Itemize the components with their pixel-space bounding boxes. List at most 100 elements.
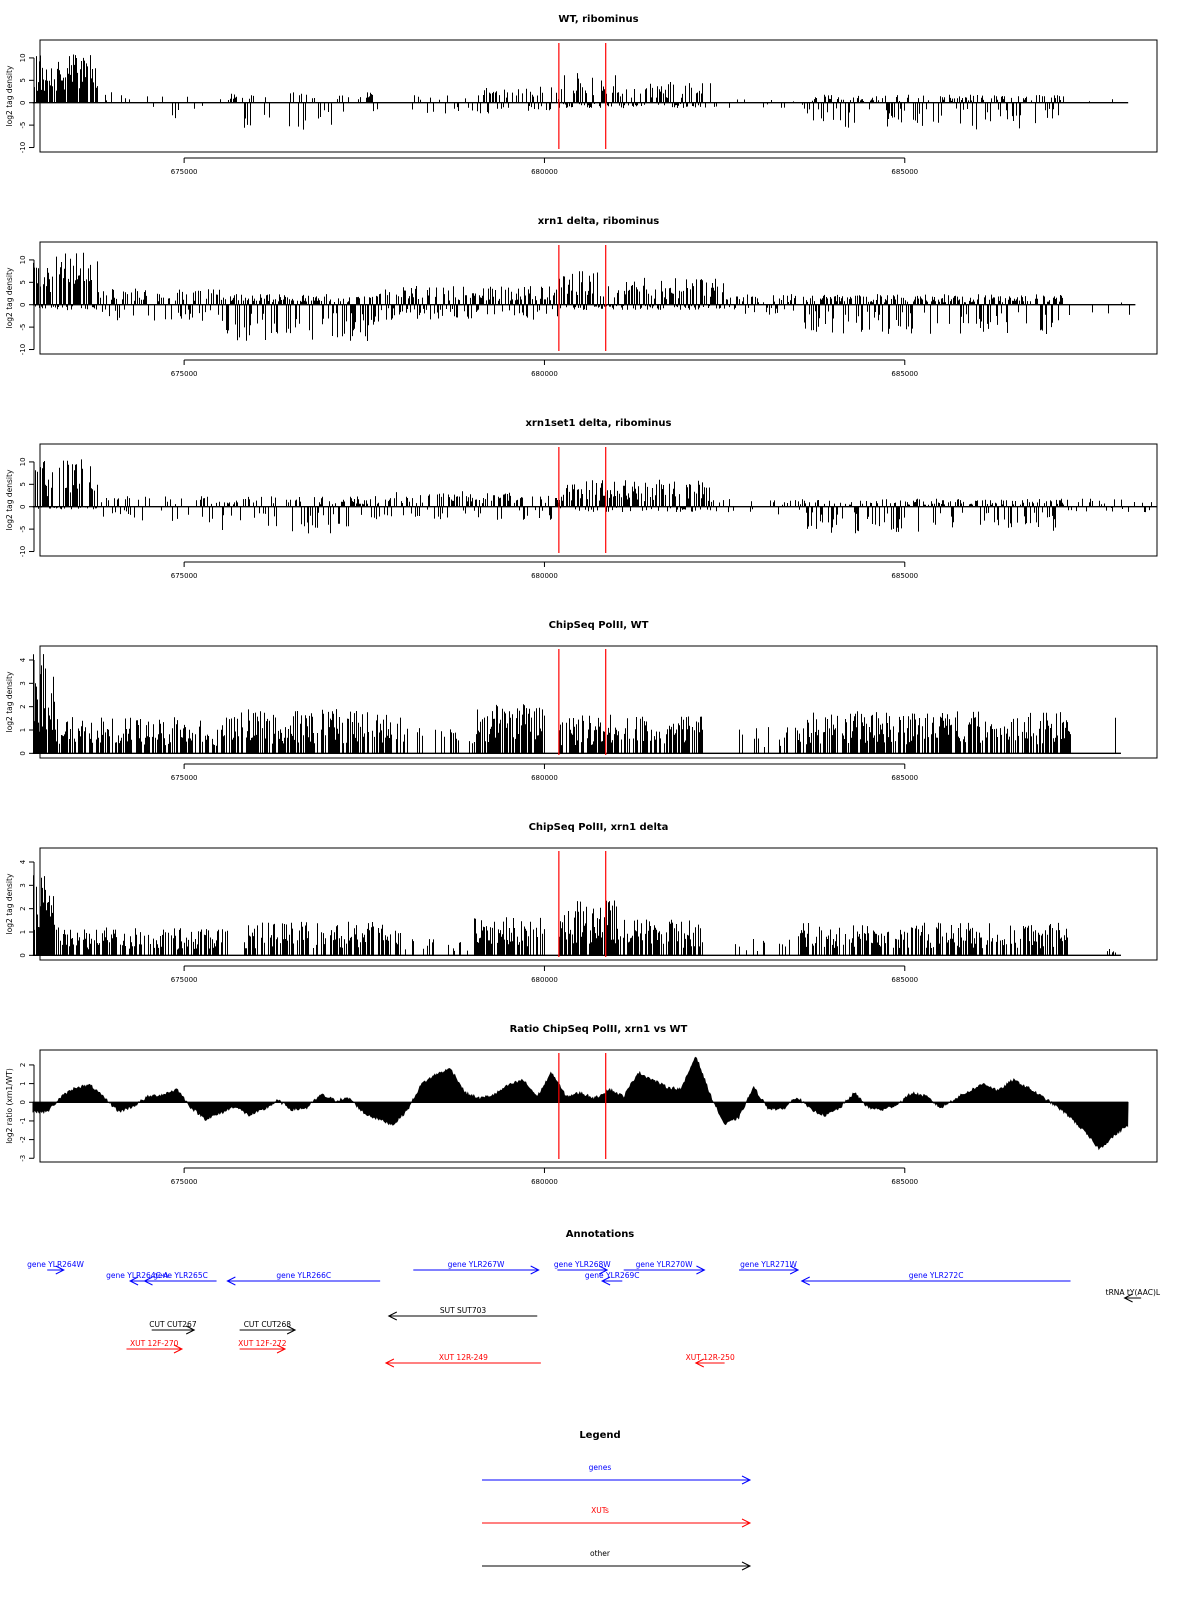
- feature-arrow-head: [226, 1276, 236, 1286]
- feature-arrow-head: [276, 1344, 287, 1354]
- y-tick-label: -2: [19, 1136, 27, 1143]
- track-title: ChipSeq PolII, WT: [549, 620, 649, 631]
- feature-arrow-head: [694, 1358, 705, 1368]
- y-tick-label: -5: [19, 526, 27, 533]
- track-panel-1: WT, ribominus -10 -5 0 5 10 log2 tag density 67…: [5, 14, 1158, 176]
- ratio-area: [32, 1056, 1129, 1151]
- legend-item-other: other: [482, 1549, 752, 1571]
- legend-item-label: XUTs: [591, 1506, 609, 1515]
- x-tick-label: 680000: [531, 370, 558, 378]
- y-tick-label: 2: [19, 704, 27, 708]
- track-panel-6: Ratio ChipSeq PolII, xrn1 vs WT -3 -2 -1 0 1 2…: [5, 1024, 1158, 1186]
- x-tick-label: 685000: [891, 976, 918, 984]
- feature-gene-ylr269c: gene YLR269C: [585, 1271, 640, 1286]
- track-panel-3: xrn1set1 delta, ribominus -10 -5 0 5 10 log2 t…: [5, 418, 1158, 580]
- feature-label: gene YLR264C-A: [106, 1271, 169, 1280]
- feature-gene-ylr267w: gene YLR267W: [413, 1260, 540, 1275]
- x-tick-label: 675000: [171, 370, 198, 378]
- y-tick-label: -3: [19, 1155, 27, 1162]
- feature-xut-12f-272: XUT 12F-272: [238, 1339, 287, 1354]
- y-tick-label: 2: [19, 1063, 27, 1067]
- feature-cut-cut268: CUT CUT268: [239, 1320, 297, 1335]
- feature-arrow-head: [384, 1358, 395, 1368]
- feature-cut-cut267: CUT CUT267: [149, 1320, 197, 1335]
- feature-sut-sut703: SUT SUT703: [387, 1306, 538, 1321]
- feature-arrow-head: [696, 1265, 706, 1275]
- y-axis-title: log2 tag density: [5, 671, 14, 732]
- track-panel-4: ChipSeq PolII, WT 0 1 2 3 4 log2 tag density 67…: [5, 620, 1158, 782]
- signal-bars: [33, 654, 1116, 754]
- feature-arrow-head: [143, 1276, 153, 1286]
- annotations-title: Annotations: [566, 1229, 635, 1240]
- feature-gene-ylr266c: gene YLR266C: [226, 1271, 381, 1286]
- y-tick-label: 3: [19, 681, 27, 685]
- x-tick-label: 685000: [891, 370, 918, 378]
- feature-label: XUT 12F-270: [130, 1339, 179, 1348]
- legend-item-label: genes: [589, 1463, 612, 1472]
- y-axis-title: log2 tag density: [5, 469, 14, 530]
- x-tick-label: 685000: [891, 572, 918, 580]
- feature-label: XUT 12R-249: [439, 1353, 488, 1362]
- y-tick-label: 0: [19, 302, 27, 306]
- plot-frame: [39, 241, 1158, 355]
- feature-arrow-head: [55, 1265, 65, 1275]
- feature-trna-ty-aac-l: tRNA tY(AAC)L: [1106, 1288, 1161, 1303]
- feature-label: gene YLR270W: [636, 1260, 693, 1269]
- feature-xut-12f-270: XUT 12F-270: [126, 1339, 184, 1354]
- feature-label: XUT 12R-250: [686, 1353, 735, 1362]
- y-tick-label: -5: [19, 122, 27, 129]
- signal-bars: [33, 459, 1152, 534]
- feature-arrow-head: [789, 1265, 800, 1275]
- feature-label: SUT SUT703: [440, 1306, 487, 1315]
- feature-arrow-head: [800, 1276, 810, 1286]
- y-axis-title: log2 tag density: [5, 65, 14, 126]
- y-tick-label: 4: [19, 859, 27, 864]
- feature-label: gene YLR266C: [276, 1271, 331, 1280]
- track-title: ChipSeq PolII, xrn1 delta: [529, 822, 669, 833]
- y-tick-label: 1: [19, 930, 27, 934]
- feature-label: gene YLR271W: [740, 1260, 797, 1269]
- feature-gene-ylr271w: gene YLR271W: [739, 1260, 800, 1275]
- track-title: xrn1set1 delta, ribominus: [525, 418, 671, 429]
- track-title: xrn1 delta, ribominus: [538, 216, 660, 227]
- signal-bars: [33, 875, 1116, 956]
- signal-bars: [34, 54, 1113, 130]
- x-tick-label: 685000: [891, 774, 918, 782]
- feature-arrow-head: [530, 1265, 540, 1275]
- x-tick-label: 675000: [171, 774, 198, 782]
- feature-arrow-head: [600, 1276, 611, 1286]
- y-tick-label: 0: [19, 100, 27, 104]
- y-tick-label: 1: [19, 1081, 27, 1085]
- y-axis-title: log2 tag density: [5, 873, 14, 934]
- feature-arrow-head: [387, 1311, 398, 1321]
- feature-label: CUT CUT267: [149, 1320, 197, 1329]
- x-tick-label: 675000: [171, 1178, 198, 1186]
- x-tick-label: 680000: [531, 168, 558, 176]
- plot-frame: [39, 847, 1158, 961]
- feature-gene-ylr264c-a: gene YLR264C-A: [106, 1271, 169, 1286]
- y-tick-label: 4: [19, 657, 27, 662]
- plot-frame: [39, 39, 1158, 153]
- y-axis-title: log2 tag density: [5, 267, 14, 328]
- feature-label: gene YLR269C: [585, 1271, 640, 1280]
- feature-gene-ylr265c: gene YLR265C: [143, 1271, 217, 1286]
- feature-xut-12r-250: XUT 12R-250: [686, 1353, 735, 1368]
- feature-label: tRNA tY(AAC)L: [1106, 1288, 1161, 1297]
- feature-label: gene YLR265C: [153, 1271, 208, 1280]
- x-tick-label: 675000: [171, 572, 198, 580]
- track-title: WT, ribominus: [558, 14, 638, 25]
- feature-gene-ylr270w: gene YLR270W: [623, 1260, 706, 1275]
- legend-item-arrow-head: [741, 1475, 752, 1485]
- x-tick-label: 675000: [171, 976, 198, 984]
- y-tick-label: 0: [19, 504, 27, 508]
- y-tick-label: 2: [19, 906, 27, 910]
- feature-label: gene YLR267W: [448, 1260, 505, 1269]
- legend-item-arrow-head: [741, 1518, 752, 1528]
- feature-label: CUT CUT268: [244, 1320, 292, 1329]
- legend-title: Legend: [579, 1430, 620, 1441]
- y-tick-label: 10: [19, 53, 27, 62]
- track-title: Ratio ChipSeq PolII, xrn1 vs WT: [510, 1024, 688, 1035]
- track-panel-2: xrn1 delta, ribominus -10 -5 0 5 10 log2 tag d…: [5, 216, 1158, 378]
